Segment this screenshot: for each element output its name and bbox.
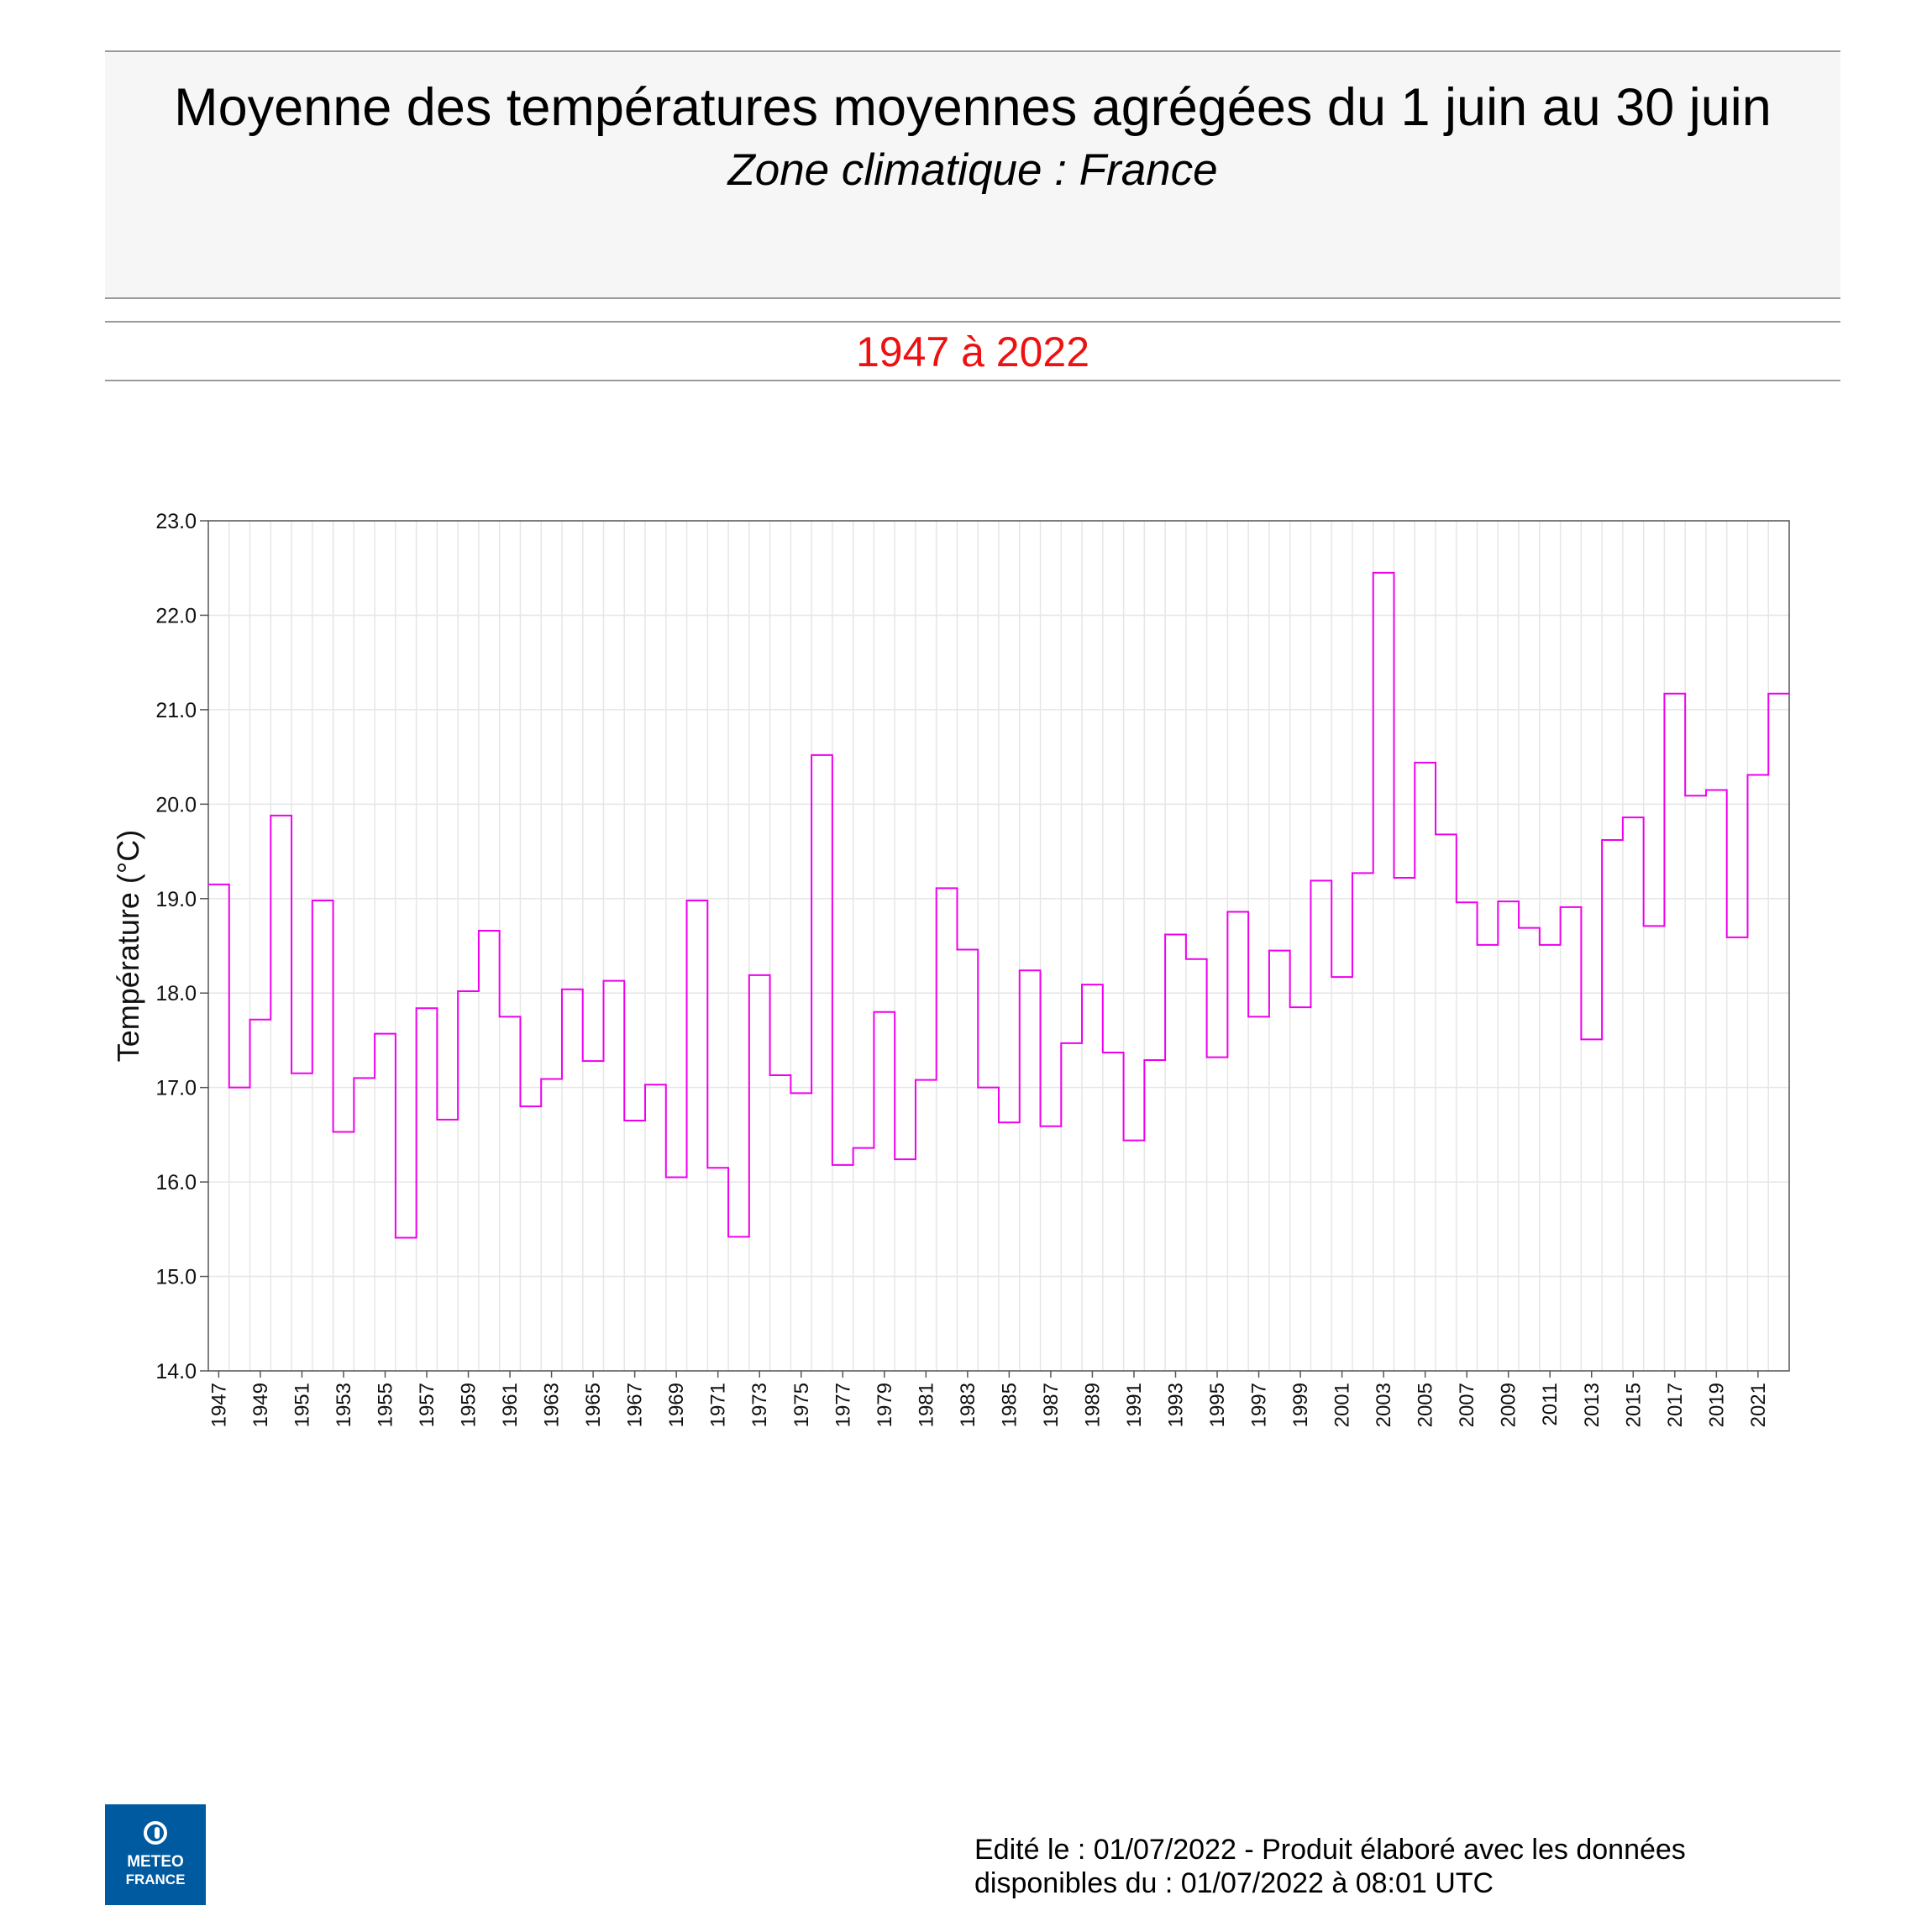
x-tick-label: 1985 [998, 1383, 1021, 1427]
x-tick-label: 2009 [1498, 1383, 1520, 1427]
header-box: Moyenne des températures moyennes agrégé… [105, 50, 1840, 299]
x-tick-label: 1963 [541, 1383, 564, 1427]
x-tick-label: 2003 [1373, 1383, 1395, 1427]
meteo-france-logo: METEO FRANCE [105, 1804, 206, 1905]
x-tick-label: 1959 [458, 1383, 480, 1427]
x-tick-label: 1973 [748, 1383, 771, 1427]
x-tick-label: 1953 [333, 1383, 355, 1427]
y-tick-label: 20.0 [155, 793, 197, 816]
x-tick-label: 1947 [207, 1383, 230, 1427]
x-tick-label: 2015 [1622, 1383, 1645, 1427]
footer-line-1: Edité le : 01/07/2022 - Produit élaboré … [974, 1834, 1686, 1866]
x-tick-label: 1951 [291, 1383, 313, 1427]
x-tick-label: 2017 [1664, 1383, 1687, 1427]
period-box: 1947 à 2022 [105, 321, 1840, 381]
logo-line-1: METEO [127, 1853, 184, 1871]
y-tick-label: 17.0 [155, 1077, 197, 1100]
x-tick-label: 1999 [1289, 1383, 1312, 1427]
x-tick-label: 1975 [790, 1383, 813, 1427]
logo-line-2: FRANCE [125, 1872, 186, 1887]
x-tick-label: 1995 [1206, 1383, 1229, 1427]
y-axis-label: Température (°C) [111, 830, 145, 1062]
y-tick-label: 19.0 [155, 888, 197, 911]
x-tick-label: 1987 [1040, 1383, 1063, 1427]
x-tick-label: 1977 [832, 1383, 854, 1427]
x-tick-label: 1993 [1164, 1383, 1187, 1427]
x-tick-label: 2005 [1415, 1383, 1437, 1427]
x-tick-label: 1983 [957, 1383, 979, 1427]
x-tick-label: 2001 [1331, 1383, 1354, 1427]
x-tick-label: 1997 [1248, 1383, 1271, 1427]
x-tick-label: 1965 [582, 1383, 605, 1427]
x-tick-label: 1981 [915, 1383, 937, 1427]
x-tick-label: 1969 [665, 1383, 688, 1427]
x-tick-label: 1949 [249, 1383, 272, 1427]
x-tick-label: 1961 [499, 1383, 522, 1427]
x-tick-label: 2021 [1747, 1383, 1770, 1427]
footer-line-2: disponibles du : 01/07/2022 à 08:01 UTC [974, 1867, 1494, 1899]
x-tick-label: 2013 [1581, 1383, 1604, 1427]
y-tick-label: 14.0 [155, 1360, 197, 1383]
y-tick-label: 22.0 [155, 604, 197, 627]
footer-note: Edité le : 01/07/2022 - Produit élaboré … [974, 1833, 1686, 1900]
x-tick-label: 2011 [1539, 1383, 1562, 1426]
x-tick-label: 2019 [1705, 1383, 1728, 1427]
period-label: 1947 à 2022 [855, 328, 1090, 375]
x-tick-label: 1991 [1123, 1383, 1146, 1427]
plot-frame [207, 520, 1790, 1372]
chart-subtitle: Zone climatique : France [727, 145, 1218, 195]
meteo-france-logo-icon [144, 1821, 167, 1845]
x-tick-label: 1979 [874, 1383, 896, 1427]
x-tick-label: 1971 [707, 1383, 730, 1427]
x-tick-label: 2007 [1456, 1383, 1478, 1427]
series-line [208, 571, 1789, 1239]
y-tick-label: 15.0 [155, 1266, 197, 1289]
x-tick-label: 1989 [1081, 1383, 1104, 1427]
y-tick-label: 16.0 [155, 1171, 197, 1194]
chart-title: Moyenne des températures moyennes agrégé… [174, 78, 1772, 137]
y-tick-label: 18.0 [155, 982, 197, 1005]
y-tick-label: 21.0 [155, 699, 197, 722]
x-tick-label: 1967 [624, 1383, 647, 1427]
y-tick-label: 23.0 [155, 510, 197, 533]
x-tick-label: 1957 [416, 1383, 438, 1427]
x-tick-label: 1955 [374, 1383, 396, 1427]
